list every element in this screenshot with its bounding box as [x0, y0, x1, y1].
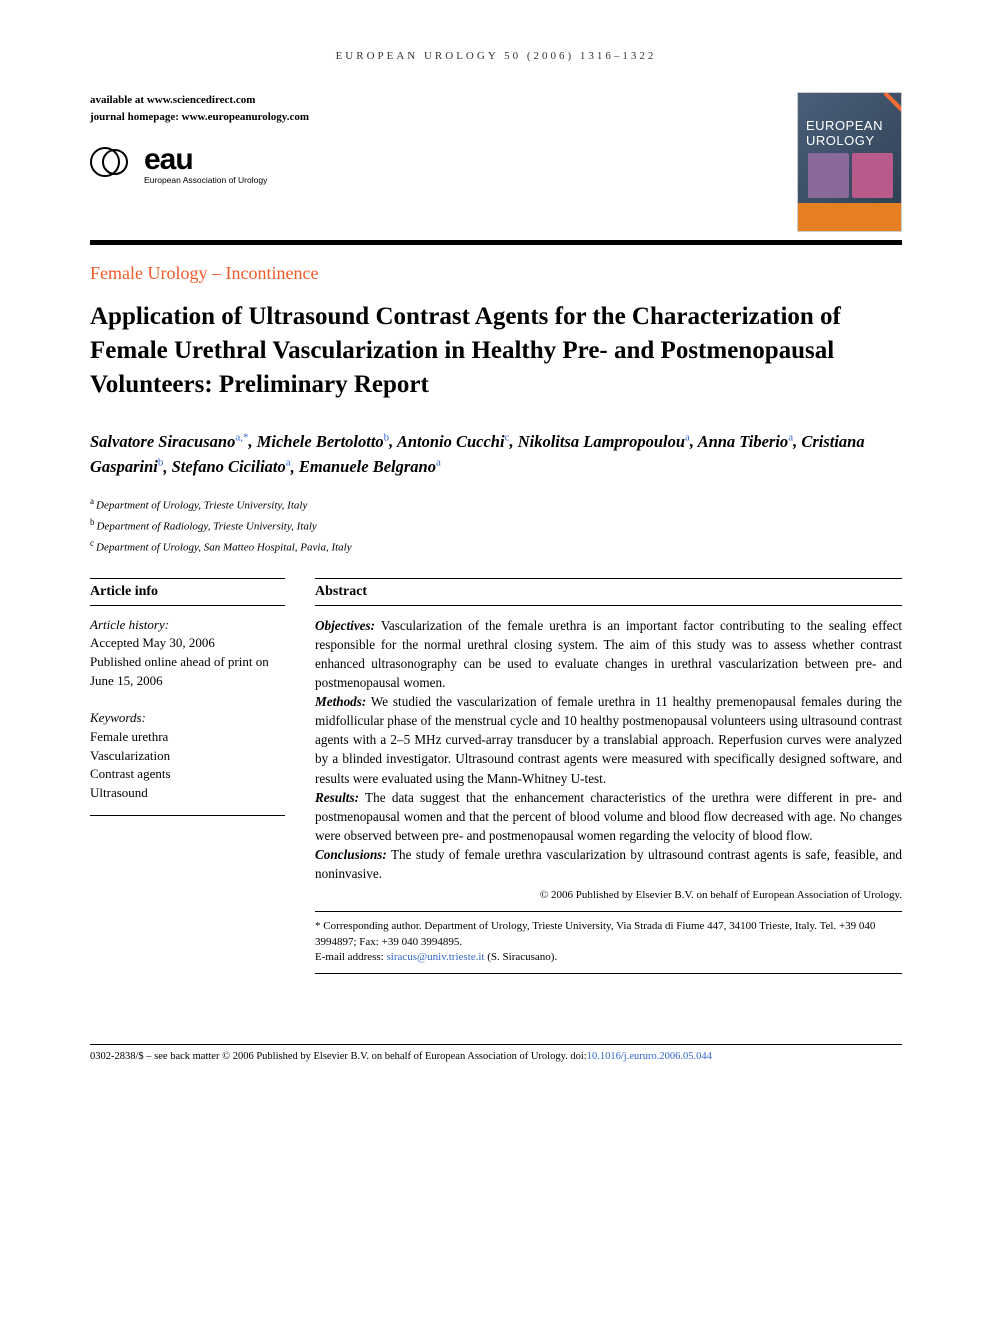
eau-logo-block: eau European Association of Urology: [90, 143, 797, 192]
author: Emanuele Belgranoa: [299, 457, 441, 476]
available-at-text: available at www.sciencedirect.com: [90, 92, 797, 109]
header-row: available at www.sciencedirect.com journ…: [90, 92, 902, 232]
footer-text: 0302-2838/$ – see back matter © 2006 Pub…: [90, 1051, 902, 1062]
corresponding-text: * Corresponding author. Department of Ur…: [315, 919, 902, 950]
conclusions-text: The study of female urethra vascularizat…: [315, 847, 902, 881]
history-label: Article history:: [90, 616, 285, 635]
keyword: Female urethra: [90, 728, 285, 747]
section-label: Female Urology – Incontinence: [90, 263, 902, 284]
author: Antonio Cucchic: [397, 432, 510, 451]
journal-homepage-text: journal homepage: www.europeanurology.co…: [90, 109, 797, 126]
article-title: Application of Ultrasound Contrast Agent…: [90, 300, 902, 401]
author: Michele Bertolottob: [257, 432, 389, 451]
author: Salvatore Siracusanoa,*: [90, 432, 248, 451]
conclusions-label: Conclusions:: [315, 847, 387, 862]
journal-cover-thumbnail: EUROPEAN UROLOGY: [797, 92, 902, 232]
methods-text: We studied the vascularization of female…: [315, 694, 902, 786]
objectives-label: Objectives:: [315, 618, 375, 633]
author-list: Salvatore Siracusanoa,*, Michele Bertolo…: [90, 429, 902, 480]
affiliation: bDepartment of Radiology, Trieste Univer…: [90, 515, 902, 536]
thick-divider: [90, 240, 902, 245]
cover-thumbnails: [808, 153, 893, 198]
results-label: Results:: [315, 790, 359, 805]
two-column-content: Article info Article history: Accepted M…: [90, 578, 902, 974]
article-history-block: Article history: Accepted May 30, 2006 P…: [90, 616, 285, 691]
eau-rings-icon: [90, 143, 138, 187]
author: Nikolitsa Lampropouloua: [518, 432, 690, 451]
article-info-column: Article info Article history: Accepted M…: [90, 578, 285, 974]
email-link[interactable]: siracus@univ.trieste.it: [386, 951, 484, 963]
keyword: Vascularization: [90, 747, 285, 766]
abstract-column: Abstract Objectives: Vascularization of …: [315, 578, 902, 974]
running-header: EUROPEAN UROLOGY 50 (2006) 1316–1322: [90, 50, 902, 62]
keywords-block: Keywords: Female urethra Vascularization…: [90, 709, 285, 816]
affiliations: aDepartment of Urology, Trieste Universi…: [90, 494, 902, 558]
cover-orange-bar: [798, 203, 901, 231]
results-text: The data suggest that the enhancement ch…: [315, 790, 902, 843]
objectives-text: Vascularization of the female urethra is…: [315, 618, 902, 690]
affiliation: cDepartment of Urology, San Matteo Hospi…: [90, 536, 902, 557]
email-label: E-mail address:: [315, 951, 386, 963]
email-suffix: (S. Siracusano).: [485, 951, 558, 963]
eau-full-name: European Association of Urology: [144, 175, 267, 185]
keyword: Ultrasound: [90, 784, 285, 803]
article-info-heading: Article info: [90, 578, 285, 606]
keyword: Contrast agents: [90, 765, 285, 784]
footer-divider: [90, 1044, 902, 1045]
keywords-label: Keywords:: [90, 709, 285, 728]
affiliation: aDepartment of Urology, Trieste Universi…: [90, 494, 902, 515]
eau-abbrev: eau: [144, 146, 267, 173]
author: Anna Tiberioa: [698, 432, 794, 451]
copyright-line: © 2006 Published by Elsevier B.V. on beh…: [315, 889, 902, 901]
cover-title: EUROPEAN UROLOGY: [806, 118, 901, 148]
published-date: Published online ahead of print on June …: [90, 653, 285, 691]
accepted-date: Accepted May 30, 2006: [90, 634, 285, 653]
header-left: available at www.sciencedirect.com journ…: [90, 92, 797, 192]
doi-link[interactable]: 10.1016/j.eururo.2006.05.044: [587, 1051, 712, 1062]
methods-label: Methods:: [315, 694, 366, 709]
abstract-body: Objectives: Vascularization of the femal…: [315, 616, 902, 884]
author: Stefano Ciciliatoa: [172, 457, 291, 476]
corresponding-author-block: * Corresponding author. Department of Ur…: [315, 911, 902, 973]
abstract-heading: Abstract: [315, 578, 902, 606]
